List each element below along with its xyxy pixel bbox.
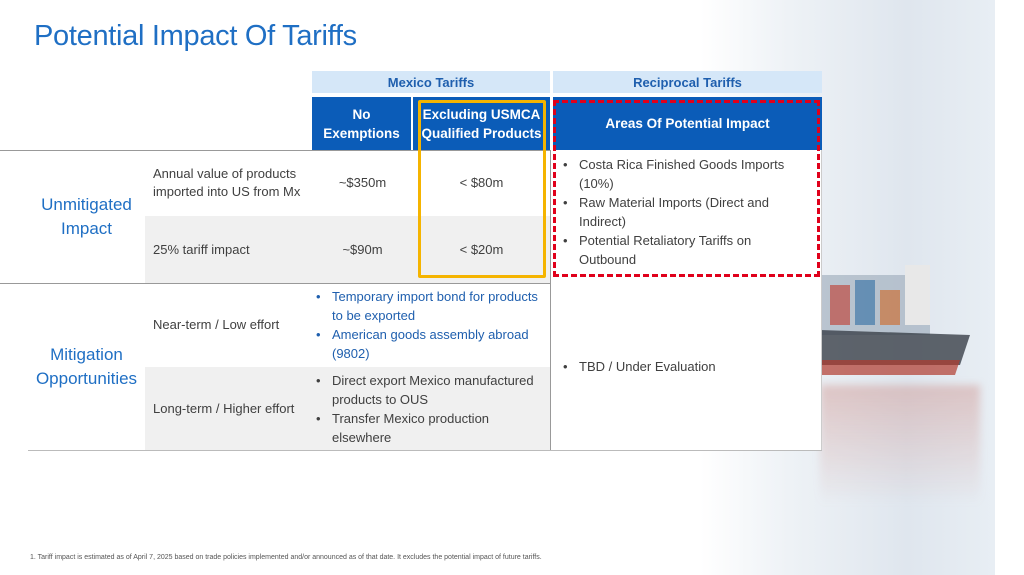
reciprocal-mitigation-cell: TBD / Under Evaluation: [550, 283, 822, 450]
cargo-ship-image: [820, 265, 970, 375]
list-item: Costa Rica Finished Goods Imports (10%): [559, 155, 789, 193]
value-no-exemptions: ~$350m: [338, 175, 387, 190]
list-item: Transfer Mexico production elsewhere: [312, 409, 550, 447]
divider: [0, 150, 822, 151]
areas-of-impact-header: Areas Of Potential Impact: [553, 97, 822, 150]
list-item: Potential Retaliatory Tariffs on Outboun…: [559, 231, 789, 269]
row-label: Long-term / Higher effort: [145, 367, 312, 450]
list-item: Temporary import bond for products to be…: [312, 287, 550, 325]
row-label: Annual value of products imported into U…: [153, 165, 301, 199]
divider: [28, 450, 822, 451]
excluding-usmca-header: Excluding USMCA Qualified Products: [413, 97, 550, 150]
divider: [0, 283, 822, 284]
mexico-tariffs-header: Mexico Tariffs: [312, 71, 550, 93]
ship-reflection: [820, 385, 980, 505]
usmca-highlight-box: [418, 100, 546, 278]
areas-cell: Costa Rica Finished Goods Imports (10%) …: [550, 150, 822, 283]
right-margin: [995, 0, 1024, 575]
value-no-exemptions: ~$90m: [312, 216, 413, 283]
near-term-cell: Temporary import bond for products to be…: [312, 287, 550, 363]
value-excluding: < $20m: [413, 216, 550, 283]
list-item: American goods assembly abroad (9802): [312, 325, 550, 363]
reciprocal-highlight-box: [553, 100, 820, 277]
reciprocal-tariffs-header: Reciprocal Tariffs: [553, 71, 822, 93]
list-item: TBD / Under Evaluation: [559, 357, 821, 376]
footnote: 1. Tariff impact is estimated as of Apri…: [30, 554, 542, 561]
value-excluding: < $80m: [459, 175, 504, 190]
no-exemptions-header: No Exemptions: [312, 97, 411, 150]
unmitigated-impact-label: Unmitigated Impact: [41, 194, 132, 238]
row-label: 25% tariff impact: [145, 216, 312, 283]
long-term-cell: Direct export Mexico manufactured produc…: [312, 367, 550, 450]
list-item: Direct export Mexico manufactured produc…: [312, 371, 550, 409]
page-title: Potential Impact Of Tariffs: [34, 20, 357, 52]
row-label: Near-term / Low effort: [153, 317, 280, 332]
mitigation-label: Mitigation Opportunities: [35, 344, 138, 388]
list-item: Raw Material Imports (Direct and Indirec…: [559, 193, 789, 231]
